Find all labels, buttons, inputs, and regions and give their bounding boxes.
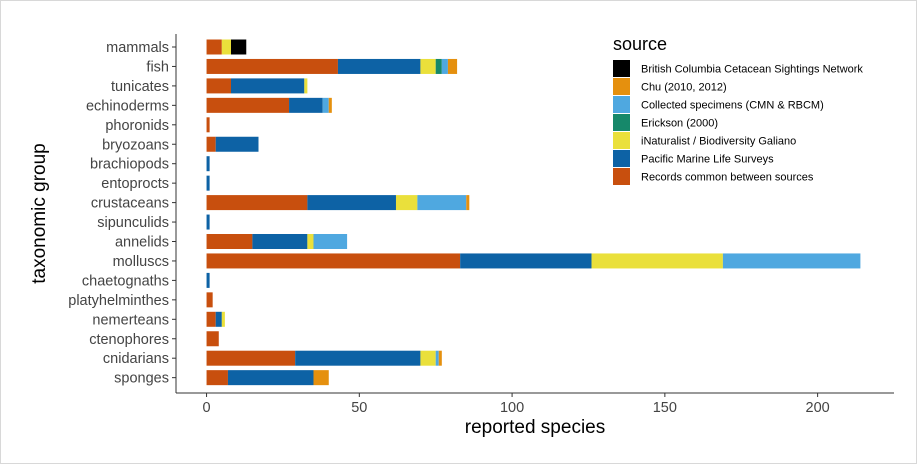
bar-cnidarians-chu-2010-2012: [438, 350, 442, 366]
x-tick-label-200: 200: [806, 400, 830, 416]
y-tick-label-tunicates: tunicates: [111, 79, 169, 95]
legend-label-british-columbia-cetacean-sightings-network: British Columbia Cetacean Sightings Netw…: [641, 64, 863, 76]
bar-echinoderms-chu-2010-2012: [328, 97, 332, 113]
y-tick-label-ctenophores: ctenophores: [89, 332, 169, 348]
bar-phoronids-records-common-between-sources: [206, 117, 210, 133]
bar-crustaceans-records-common-between-sources: [206, 195, 308, 211]
y-tick-label-cnidarians: cnidarians: [103, 351, 169, 367]
legend-swatch-erickson-2000: [613, 114, 630, 131]
bar-crustaceans-collected-specimens-cmn-rbcm: [417, 195, 467, 211]
y-tick-label-echinoderms: echinoderms: [86, 98, 169, 114]
x-axis-ticks: 0 50 100 150 200: [203, 393, 830, 416]
bar-molluscs-pacific-marine-life-surveys: [460, 253, 592, 269]
legend-swatch-collected-specimens-cmn-rbcm: [613, 96, 630, 113]
legend-label-pacific-marine-life-surveys: Pacific Marine Life Surveys: [641, 154, 774, 166]
x-axis-title: reported species: [465, 417, 605, 438]
bar-bryozoans-records-common-between-sources: [206, 136, 216, 152]
bar-crustaceans-pacific-marine-life-surveys: [307, 195, 396, 211]
y-tick-label-brachiopods: brachiopods: [90, 157, 169, 173]
x-tick-label-50: 50: [351, 400, 367, 416]
bar-fish-chu-2010-2012: [447, 58, 458, 74]
bar-annelids-records-common-between-sources: [206, 234, 253, 249]
bar-fish-records-common-between-sources: [206, 58, 338, 74]
y-tick-label-molluscs: molluscs: [113, 254, 169, 270]
bar-annelids-inaturalist-biodiversity-galiano: [307, 234, 314, 249]
bar-nemerteans-inaturalist-biodiversity-galiano: [221, 311, 225, 327]
bar-tunicates-inaturalist-biodiversity-galiano: [304, 78, 308, 94]
bar-crustaceans-inaturalist-biodiversity-galiano: [395, 195, 418, 211]
x-tick-label-100: 100: [500, 400, 524, 416]
legend-title: source: [613, 34, 667, 54]
y-tick-label-fish: fish: [146, 59, 169, 75]
bar-fish-collected-specimens-cmn-rbcm: [441, 58, 448, 74]
y-tick-label-bryozoans: bryozoans: [102, 137, 169, 153]
bar-brachiopods-pacific-marine-life-surveys: [206, 156, 210, 172]
y-axis-title: taxonomic group: [29, 143, 50, 283]
legend-swatch-records-common-between-sources: [613, 168, 630, 185]
y-tick-label-mammals: mammals: [106, 40, 169, 56]
legend-label-chu-2010-2012: Chu (2010, 2012): [641, 82, 727, 94]
legend-label-inaturalist-biodiversity-galiano: iNaturalist / Biodiversity Galiano: [641, 136, 796, 148]
bars-layer: [206, 39, 861, 386]
bar-sponges-records-common-between-sources: [206, 370, 228, 386]
bar-molluscs-collected-specimens-cmn-rbcm: [722, 253, 861, 269]
bar-annelids-pacific-marine-life-surveys: [252, 234, 308, 249]
x-tick-label-150: 150: [653, 400, 677, 416]
y-tick-label-platyhelminthes: platyhelminthes: [68, 293, 169, 309]
bar-echinoderms-records-common-between-sources: [206, 97, 290, 113]
bar-molluscs-records-common-between-sources: [206, 253, 461, 269]
bar-mammals-british-columbia-cetacean-sightings-network: [230, 39, 247, 55]
bar-echinoderms-pacific-marine-life-surveys: [289, 97, 323, 113]
bar-mammals-inaturalist-biodiversity-galiano: [221, 39, 231, 55]
legend-swatch-pacific-marine-life-surveys: [613, 150, 630, 167]
bar-entoprocts-pacific-marine-life-surveys: [206, 175, 210, 191]
bar-platyhelminthes-records-common-between-sources: [206, 292, 213, 308]
y-tick-label-crustaceans: crustaceans: [91, 196, 169, 212]
bar-mammals-records-common-between-sources: [206, 39, 222, 55]
y-tick-label-entoprocts: entoprocts: [101, 176, 169, 192]
legend-swatch-chu-2010-2012: [613, 78, 630, 95]
bar-cnidarians-collected-specimens-cmn-rbcm: [435, 350, 439, 366]
bar-fish-inaturalist-biodiversity-galiano: [420, 58, 436, 74]
bar-cnidarians-pacific-marine-life-surveys: [295, 350, 421, 366]
legend-swatch-inaturalist-biodiversity-galiano: [613, 132, 630, 149]
bar-crustaceans-chu-2010-2012: [466, 195, 470, 211]
y-tick-label-annelids: annelids: [115, 235, 169, 251]
legend-swatch-british-columbia-cetacean-sightings-network: [613, 60, 630, 77]
bar-sipunculids-pacific-marine-life-surveys: [206, 214, 210, 230]
bar-tunicates-pacific-marine-life-surveys: [230, 78, 305, 94]
bar-cnidarians-inaturalist-biodiversity-galiano: [420, 350, 436, 366]
bar-annelids-collected-specimens-cmn-rbcm: [313, 234, 348, 249]
y-tick-label-phoronids: phoronids: [105, 118, 169, 134]
y-tick-label-sipunculids: sipunculids: [97, 215, 169, 231]
bar-fish-pacific-marine-life-surveys: [337, 58, 421, 74]
legend-label-records-common-between-sources: Records common between sources: [641, 172, 814, 184]
bar-echinoderms-collected-specimens-cmn-rbcm: [322, 97, 329, 113]
bar-bryozoans-pacific-marine-life-surveys: [215, 136, 259, 152]
bar-ctenophores-records-common-between-sources: [206, 331, 219, 347]
x-tick-label-0: 0: [203, 400, 211, 416]
bar-sponges-chu-2010-2012: [313, 370, 329, 386]
y-tick-label-sponges: sponges: [114, 371, 169, 387]
bar-tunicates-records-common-between-sources: [206, 78, 231, 94]
bar-cnidarians-records-common-between-sources: [206, 350, 296, 366]
bar-molluscs-inaturalist-biodiversity-galiano: [591, 253, 723, 269]
legend-label-collected-specimens-cmn-rbcm: Collected specimens (CMN & RBCM): [641, 100, 824, 112]
y-axis-ticks: mammals fish tunicates echinoderms phoronids…: [68, 40, 176, 387]
bar-nemerteans-pacific-marine-life-surveys: [215, 311, 222, 327]
y-tick-label-nemerteans: nemerteans: [92, 312, 169, 328]
bar-nemerteans-records-common-between-sources: [206, 311, 216, 327]
legend: source British Columbia Cetacean Sightin…: [613, 34, 863, 185]
legend-label-erickson-2000: Erickson (2000): [641, 118, 718, 130]
bar-fish-erickson-2000: [435, 58, 442, 74]
bar-chaetognaths-pacific-marine-life-surveys: [206, 272, 210, 288]
y-tick-label-chaetognaths: chaetognaths: [82, 273, 169, 289]
bar-sponges-pacific-marine-life-surveys: [227, 370, 314, 386]
